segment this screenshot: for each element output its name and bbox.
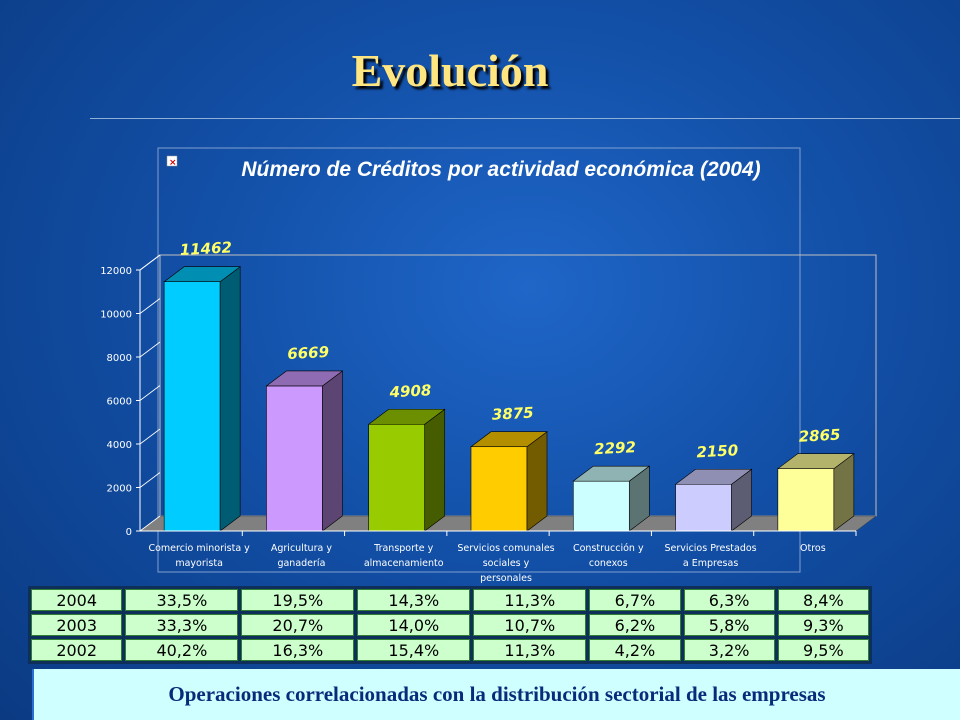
percentage-cell: 6,3% — [683, 589, 775, 611]
y-tick-label: 12000 — [100, 266, 132, 277]
category-label: Servicios Prestados — [665, 543, 757, 554]
table-row: 2002 40,2% 16,3% 15,4% 11,3% 4,2% 3,2% 9,5% — [31, 639, 869, 661]
percentage-cell: 10,7% — [473, 614, 587, 636]
svg-text:×: × — [169, 158, 177, 168]
percentage-cell: 5,8% — [683, 614, 775, 636]
slide-title: Evolución — [351, 45, 549, 96]
category-label: ganadería — [277, 558, 325, 569]
bar-side — [322, 370, 343, 532]
data-label: 4908 — [388, 381, 432, 401]
percentage-cell: 16,3% — [241, 639, 355, 661]
data-label: 6669 — [287, 343, 330, 363]
data-label: 3875 — [491, 404, 534, 424]
bar-top — [367, 408, 446, 425]
category-label: Servicios comunales — [457, 543, 554, 554]
bar-top — [265, 370, 344, 387]
percentage-cell: 11,3% — [473, 589, 587, 611]
percentage-cell: 11,3% — [473, 639, 587, 661]
bar — [163, 281, 221, 532]
data-label: 11462 — [179, 238, 232, 259]
percentage-cell: 33,5% — [125, 589, 239, 611]
percentage-cell: 14,3% — [357, 589, 471, 611]
y-tick-diagonal — [139, 298, 161, 314]
y-tick-diagonal — [139, 385, 161, 401]
bar — [368, 423, 426, 532]
y-tick-diagonal — [139, 515, 161, 532]
y-tick-label: 6000 — [107, 397, 132, 408]
category-label: Otros — [800, 543, 826, 554]
y-tick-diagonal — [139, 472, 161, 488]
data-label: 2150 — [696, 441, 739, 461]
category-label: Comercio minorista y — [148, 543, 250, 554]
percentage-cell: 6,2% — [589, 614, 681, 636]
broken-image-icon: × — [166, 155, 178, 168]
year-cell: 2004 — [31, 589, 123, 611]
category-label: Transporte y — [373, 543, 433, 554]
data-label: 2865 — [798, 426, 841, 446]
percentage-cell: 8,4% — [777, 589, 869, 611]
bar-top — [470, 431, 548, 448]
chart-title: Número de Créditos por actividad económi… — [241, 158, 760, 181]
y-tick-label: 2000 — [107, 484, 132, 495]
year-cell: 2002 — [31, 639, 123, 661]
plot-area: 0 2000 4000 6000 8000 10000 12000 11462 Comercio… — [100, 238, 877, 584]
percentage-cell: 6,7% — [589, 589, 681, 611]
category-label: Agricultura y — [271, 543, 332, 554]
percentage-cell: 4,2% — [589, 639, 681, 661]
footer-text: Operaciones correlacionadas con la distr… — [168, 682, 826, 706]
percentage-cell: 3,2% — [683, 639, 775, 661]
percentage-cell: 9,5% — [777, 639, 869, 661]
bar — [266, 385, 323, 532]
y-tick-label: 0 — [126, 527, 132, 538]
percentage-table: 2004 33,5% 19,5% 14,3% 11,3% 6,7% 6,3% 8,4% 2003… — [28, 586, 872, 664]
y-tick-label: 4000 — [107, 440, 132, 451]
footer-banner: Operaciones correlacionadas con la distr… — [32, 669, 960, 720]
year-cell: 2003 — [31, 614, 123, 636]
category-label: Construcción y — [573, 543, 644, 554]
y-tick-diagonal — [139, 428, 161, 445]
category-label: conexos — [589, 558, 628, 569]
category-label: almacenamiento — [364, 558, 444, 569]
y-tick-diagonal — [139, 254, 161, 271]
bar-chart: × Número de Créditos por actividad econó… — [100, 147, 877, 584]
bar-side — [219, 266, 241, 532]
chart-frame — [157, 147, 801, 573]
bar — [572, 480, 630, 532]
table-row: 2004 33,5% 19,5% 14,3% 11,3% 6,7% 6,3% 8,4% — [31, 589, 869, 611]
bar-side — [526, 431, 548, 532]
bar — [675, 483, 732, 532]
bar-top — [674, 468, 753, 485]
category-label: sociales y — [483, 558, 530, 569]
y-tick-label: 8000 — [107, 353, 132, 364]
data-label: 2292 — [594, 438, 637, 458]
category-label: a Empresas — [683, 558, 738, 569]
percentage-cell: 15,4% — [357, 639, 471, 661]
percentage-cell: 19,5% — [241, 589, 355, 611]
category-label: mayorista — [175, 558, 223, 569]
bar-side — [424, 408, 446, 532]
percentage-cell: 40,2% — [125, 639, 239, 661]
bar — [470, 446, 528, 532]
y-tick-label: 10000 — [100, 310, 132, 321]
percentage-cell: 9,3% — [777, 614, 869, 636]
percentage-cell: 33,3% — [125, 614, 239, 636]
category-label: personales — [480, 573, 532, 584]
bar — [777, 468, 835, 532]
bar-top — [776, 453, 855, 469]
bar-top — [572, 465, 651, 482]
title-divider — [90, 118, 960, 119]
bar-top — [163, 266, 242, 283]
percentage-cell: 20,7% — [241, 614, 355, 636]
y-tick-diagonal — [139, 341, 161, 358]
percentage-cell: 14,0% — [357, 614, 471, 636]
table-row: 2003 33,3% 20,7% 14,0% 10,7% 6,2% 5,8% 9,3% — [31, 614, 869, 636]
